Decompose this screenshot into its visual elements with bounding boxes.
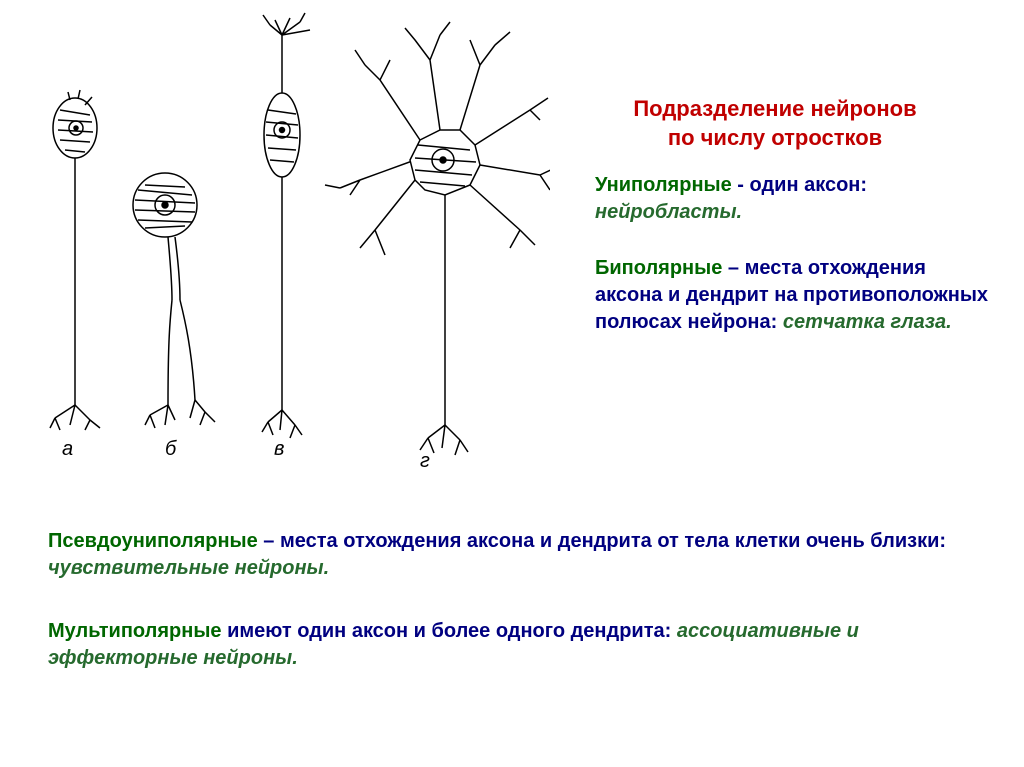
bipolar-term: Биполярные — [595, 257, 722, 279]
pseudo-body: – места отхождения аксона и дендрита от … — [258, 530, 946, 552]
unipolar-body: - один аксон: — [732, 174, 867, 196]
neuron-illustration: а б в г — [20, 10, 550, 480]
pseudo-example: чувствительные нейроны. — [48, 557, 329, 579]
bipolar-block: Биполярные – места отхождения аксона и д… — [595, 255, 995, 336]
title-line2: по числу отростков — [668, 125, 882, 150]
multi-term: Мультиполярные — [48, 620, 222, 642]
neurons-svg — [20, 10, 550, 480]
title-line1: Подразделение нейронов — [633, 96, 916, 121]
bipolar-example: сетчатка глаза. — [783, 311, 952, 333]
pseudo-block: Псевдоуниполярные – места отхождения акс… — [48, 528, 968, 582]
unipolar-example: нейробласты. — [595, 201, 742, 223]
unipolar-term: Униполярные — [595, 174, 732, 196]
pseudo-term: Псевдоуниполярные — [48, 530, 258, 552]
unipolar-block: Униполярные - один аксон: нейробласты. — [595, 172, 995, 226]
page-title: Подразделение нейронов по числу отростко… — [570, 95, 980, 152]
label-d: г — [420, 450, 430, 473]
multi-body: имеют один аксон и более одного дендрита… — [222, 620, 677, 642]
label-b: б — [165, 438, 176, 461]
multi-block: Мультиполярные имеют один аксон и более … — [48, 618, 968, 672]
label-c: в — [274, 438, 284, 461]
label-a: а — [62, 438, 73, 461]
